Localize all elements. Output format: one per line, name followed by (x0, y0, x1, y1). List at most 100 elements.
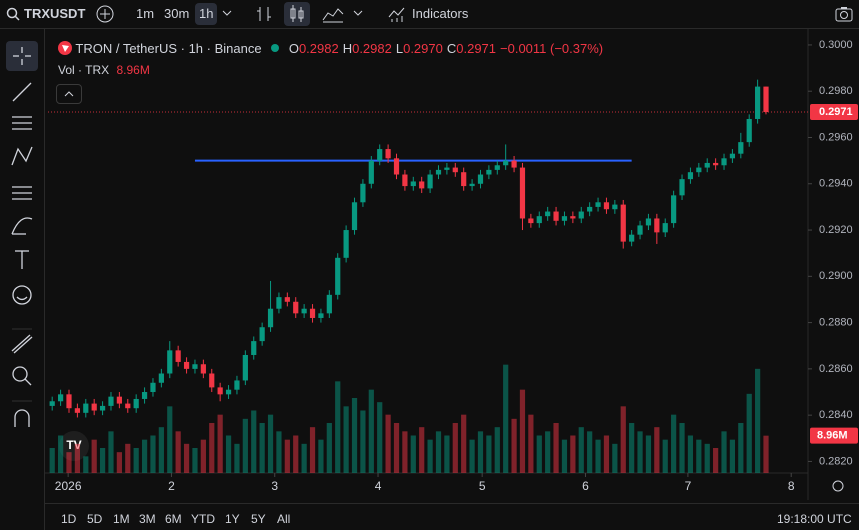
volume-bar (267, 414, 274, 473)
interval-dropdown[interactable] (222, 9, 232, 17)
volume-bar (150, 435, 156, 473)
volume-bar (209, 423, 215, 473)
settings-icon[interactable] (832, 480, 844, 492)
search-icon[interactable] (6, 7, 20, 21)
candle-style-active[interactable] (284, 2, 310, 26)
candle-body (662, 223, 668, 233)
symbol[interactable]: TRXUSDT (24, 6, 86, 21)
candle-body (385, 149, 391, 159)
candle-body (91, 403, 97, 411)
range-button[interactable]: 5D (87, 512, 103, 526)
candle-icon (290, 5, 304, 22)
volume-bar (595, 439, 601, 473)
range-button[interactable]: 5Y (251, 512, 266, 526)
volume-bar (57, 435, 64, 473)
candle-body (276, 297, 282, 309)
bottom-toolbar: 19:18:00 UTC 1D 5D 1M 3M 6M YTD 1Y 5Y All (44, 503, 859, 530)
volume-bar (494, 427, 500, 473)
candle-body (410, 181, 416, 187)
candle-body (293, 301, 299, 314)
range-button[interactable]: YTD (191, 512, 215, 526)
volume-bar (318, 439, 324, 473)
candle-body (469, 183, 475, 187)
volume-pane (49, 364, 769, 473)
x-tick-label: 4 (375, 479, 382, 493)
candle-body (435, 169, 442, 175)
candle-body (158, 373, 164, 383)
volume-bar (410, 435, 416, 473)
volume-bar (200, 439, 206, 473)
volume-bar (452, 423, 458, 473)
candle-body (393, 158, 400, 175)
candle-body (150, 382, 156, 393)
candle-body (511, 160, 517, 168)
candle-body (225, 389, 232, 395)
y-tick-label: 0.2880 (819, 317, 853, 329)
snapshot-icon[interactable] (835, 5, 853, 23)
candle-body (721, 158, 727, 166)
indicators-button[interactable]: Indicators (412, 6, 469, 21)
chart: TV 0.30000.29800.29600.29400.29200.29000… (44, 29, 858, 500)
volume-bar (469, 439, 475, 473)
volume-legend: Vol · TRX 8.96M (58, 63, 150, 77)
volume-bar (116, 452, 122, 473)
y-tick-label: 0.2820 (819, 455, 853, 467)
volume-bar (746, 393, 752, 473)
legend-key: C (446, 41, 457, 56)
volume-bar (133, 448, 139, 473)
interval[interactable]: 30m (164, 6, 190, 21)
area-style-icon[interactable] (322, 5, 344, 23)
volume-bar (125, 443, 131, 473)
volume-bar (66, 452, 72, 473)
volume-bar (578, 427, 584, 473)
volume-bar (570, 435, 576, 473)
volume-bar (427, 439, 433, 473)
volume-bar (141, 439, 148, 473)
volume-bar (108, 431, 114, 473)
interval[interactable]: 1h (195, 3, 218, 25)
candle-body (49, 401, 55, 406)
volume-bar (654, 427, 660, 473)
volume-bar (603, 435, 610, 473)
add-symbol[interactable] (96, 5, 114, 23)
candle-body (620, 204, 626, 242)
candle-body (326, 294, 332, 314)
collapse-legend[interactable] (56, 84, 82, 104)
candle-body (645, 218, 652, 226)
style-dropdown[interactable] (353, 9, 363, 17)
range-button[interactable]: 1Y (225, 512, 240, 526)
volume-bar (729, 439, 736, 473)
volume-bar (587, 431, 593, 473)
volume-bar (49, 448, 55, 473)
trend-line-tool[interactable] (12, 82, 32, 102)
volume-bar (251, 410, 257, 473)
volume-bar (637, 431, 643, 473)
volume-bar (486, 435, 492, 473)
bar-style-icon[interactable] (255, 5, 273, 23)
indicators-icon[interactable] (388, 5, 406, 23)
interval[interactable]: 1m (136, 6, 155, 21)
volume-bar (553, 423, 559, 473)
volume-bar (276, 431, 282, 473)
range-button[interactable]: 1M (113, 512, 130, 526)
y-tick-label: 0.2860 (819, 363, 853, 375)
range-button[interactable]: All (277, 512, 291, 526)
volume-bar (293, 435, 299, 473)
candle-body (419, 181, 425, 189)
candle-body (713, 162, 719, 166)
crosshair-active[interactable] (6, 41, 38, 71)
range-button[interactable]: 3M (139, 512, 156, 526)
candle-body (66, 394, 72, 409)
range-button[interactable]: 6M (165, 512, 182, 526)
candle-body (444, 167, 450, 170)
volume-bar (662, 439, 668, 473)
volume-bar (687, 435, 694, 473)
candle-body (141, 392, 148, 399)
candle-body (125, 403, 131, 409)
legend-change: −0.0011 (−0.37%) (500, 41, 604, 56)
market-status (271, 44, 280, 52)
range-button[interactable]: 1D (61, 512, 77, 526)
y-tick-label: 0.2900 (819, 270, 853, 282)
candle-body (561, 216, 568, 221)
